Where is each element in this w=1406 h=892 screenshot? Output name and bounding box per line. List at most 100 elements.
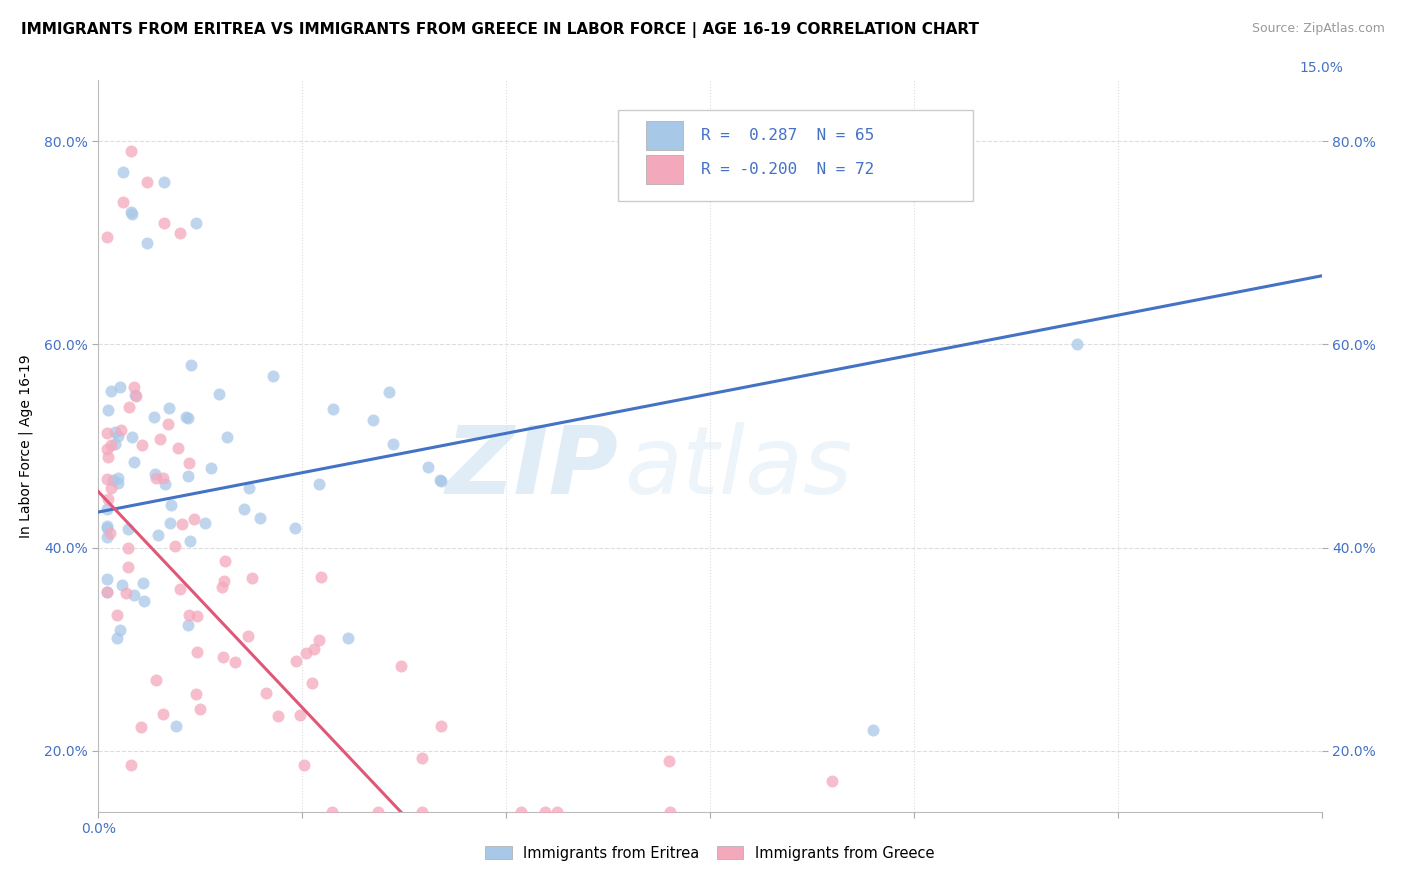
- Point: [546, 805, 568, 819]
- Point: [292, 758, 315, 772]
- Point: [111, 195, 134, 210]
- Point: [142, 410, 165, 425]
- Point: [180, 358, 202, 372]
- Point: [136, 175, 159, 189]
- Point: [121, 430, 143, 444]
- Point: [169, 226, 191, 240]
- Point: [136, 235, 159, 250]
- Point: [120, 205, 142, 219]
- Point: [111, 164, 134, 178]
- Point: [238, 481, 260, 495]
- Text: atlas: atlas: [624, 423, 852, 514]
- Point: [533, 805, 555, 819]
- Point: [152, 706, 174, 721]
- Point: [174, 410, 197, 425]
- Text: R =  0.287  N = 65: R = 0.287 N = 65: [702, 128, 875, 144]
- Point: [1066, 337, 1088, 351]
- Point: [124, 388, 146, 402]
- Point: [336, 632, 359, 646]
- Point: [118, 401, 141, 415]
- Point: [96, 530, 118, 544]
- Point: [96, 584, 118, 599]
- Point: [104, 436, 127, 450]
- Point: [100, 438, 122, 452]
- Point: [104, 425, 127, 439]
- Point: [212, 574, 235, 588]
- Point: [233, 501, 256, 516]
- Point: [389, 659, 412, 673]
- Point: [107, 608, 129, 623]
- Point: [96, 472, 118, 486]
- Point: [212, 650, 235, 665]
- Point: [107, 471, 129, 485]
- Point: [117, 559, 139, 574]
- Point: [165, 539, 187, 553]
- Point: [156, 417, 179, 432]
- Point: [120, 145, 142, 159]
- Point: [290, 708, 312, 723]
- Point: [249, 510, 271, 524]
- FancyBboxPatch shape: [647, 121, 683, 151]
- Point: [658, 805, 681, 819]
- Point: [152, 471, 174, 485]
- Point: [101, 473, 124, 487]
- Point: [177, 618, 200, 632]
- Point: [122, 380, 145, 394]
- Point: [321, 805, 343, 819]
- Point: [157, 401, 180, 416]
- Point: [284, 521, 307, 535]
- Point: [152, 175, 174, 189]
- Point: [96, 521, 118, 535]
- Point: [262, 369, 284, 384]
- Y-axis label: In Labor Force | Age 16-19: In Labor Force | Age 16-19: [18, 354, 32, 538]
- FancyBboxPatch shape: [647, 155, 683, 184]
- Point: [308, 476, 330, 491]
- Point: [284, 654, 307, 668]
- Point: [322, 401, 344, 416]
- Point: [224, 655, 246, 669]
- Point: [190, 702, 212, 716]
- Point: [143, 467, 166, 481]
- Point: [149, 432, 172, 446]
- Point: [361, 413, 384, 427]
- Point: [131, 438, 153, 452]
- Point: [96, 426, 118, 441]
- Point: [367, 805, 389, 819]
- Point: [267, 709, 290, 723]
- Point: [658, 754, 681, 768]
- Point: [155, 477, 177, 491]
- Point: [111, 578, 134, 592]
- Point: [115, 586, 138, 600]
- Point: [117, 522, 139, 536]
- Point: [430, 719, 453, 733]
- Point: [160, 498, 183, 512]
- Point: [170, 516, 193, 531]
- Point: [117, 541, 139, 555]
- Point: [179, 608, 201, 623]
- Point: [134, 594, 156, 608]
- Point: [100, 384, 122, 398]
- Point: [152, 215, 174, 229]
- Point: [121, 207, 143, 221]
- Point: [294, 646, 316, 660]
- Point: [129, 721, 152, 735]
- FancyBboxPatch shape: [619, 110, 973, 201]
- Point: [194, 516, 217, 531]
- Point: [183, 511, 205, 525]
- Point: [254, 686, 277, 700]
- Point: [186, 645, 208, 659]
- Point: [110, 624, 132, 638]
- Point: [132, 575, 155, 590]
- Legend: Immigrants from Eritrea, Immigrants from Greece: Immigrants from Eritrea, Immigrants from…: [479, 840, 941, 867]
- Text: IMMIGRANTS FROM ERITREA VS IMMIGRANTS FROM GREECE IN LABOR FORCE | AGE 16-19 COR: IMMIGRANTS FROM ERITREA VS IMMIGRANTS FR…: [21, 22, 979, 38]
- Point: [418, 459, 440, 474]
- Point: [411, 805, 433, 819]
- Point: [145, 673, 167, 688]
- Point: [821, 774, 844, 789]
- Point: [411, 750, 433, 764]
- Point: [107, 475, 129, 490]
- Point: [301, 676, 323, 690]
- Point: [145, 471, 167, 485]
- Text: R = -0.200  N = 72: R = -0.200 N = 72: [702, 162, 875, 177]
- Point: [96, 572, 118, 586]
